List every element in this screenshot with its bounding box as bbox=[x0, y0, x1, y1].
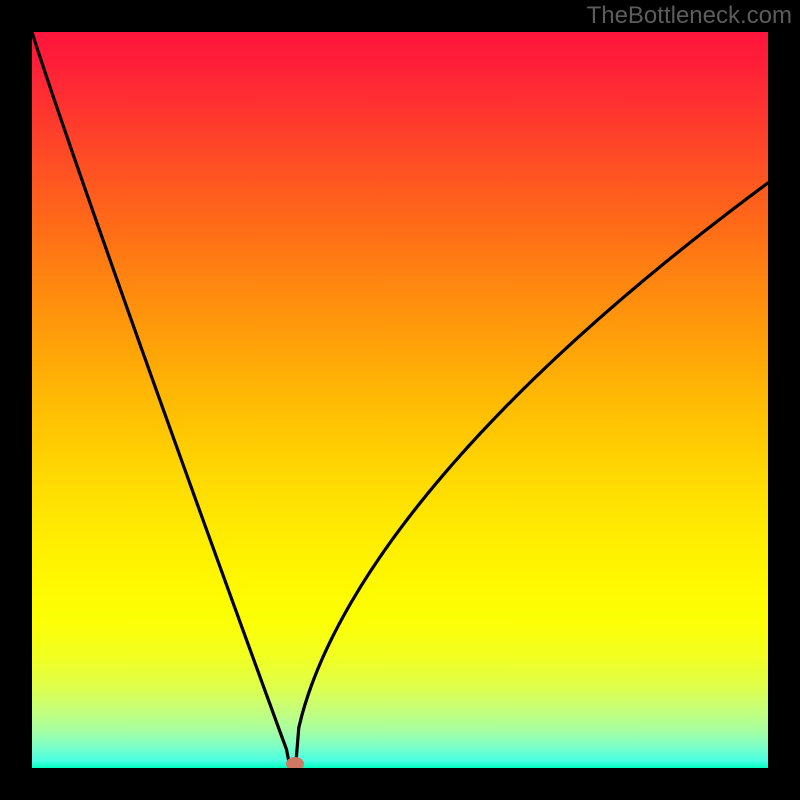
watermark-text: TheBottleneck.com bbox=[587, 2, 792, 30]
optimal-point-marker bbox=[286, 757, 304, 768]
plot-area bbox=[32, 32, 768, 768]
chart-frame: TheBottleneck.com bbox=[0, 0, 800, 800]
curve-path bbox=[32, 32, 768, 765]
bottleneck-curve bbox=[32, 32, 768, 768]
